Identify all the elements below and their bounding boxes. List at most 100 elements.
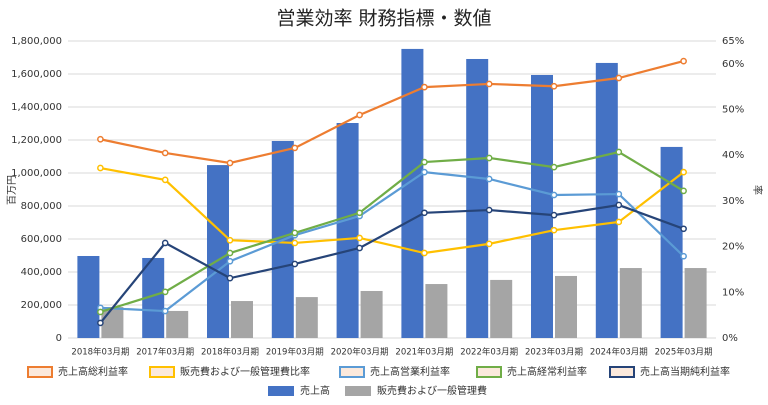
line-point (421, 168, 428, 176)
bar (619, 268, 642, 338)
line-point (550, 211, 558, 219)
y2-tick-label: 60% (722, 59, 744, 70)
line-point (226, 236, 234, 244)
y-tick-label: 0 (56, 333, 62, 344)
y-tick-label: 1,000,000 (11, 168, 62, 179)
bar (531, 74, 553, 339)
legend-swatch (609, 366, 635, 378)
line-point (226, 249, 234, 257)
line-point (615, 218, 623, 226)
bar (595, 62, 618, 338)
line-point (485, 80, 493, 88)
bar (77, 255, 100, 338)
legend-label: 売上高総利益率 (58, 365, 128, 378)
line-point (615, 201, 623, 209)
line-point (485, 206, 493, 214)
line-point (97, 308, 104, 316)
line-point (161, 288, 169, 296)
legend-swatch (27, 366, 53, 378)
y-tick-label: 400,000 (21, 267, 62, 278)
line-point (291, 144, 299, 152)
bar (336, 123, 359, 338)
line-point (485, 240, 493, 248)
line (100, 171, 685, 313)
line (100, 166, 685, 255)
y-tick-label: 200,000 (21, 300, 62, 311)
chart-title: 営業効率 財務指標・数値 (276, 8, 491, 30)
line-point (550, 226, 558, 234)
legend-label: 販売費および一般管理費 (377, 384, 487, 397)
bar (166, 310, 189, 338)
line-point (680, 225, 687, 233)
legend-swatch (268, 386, 294, 396)
x-tick-label: 2023年03月期 (525, 347, 583, 358)
x-tick-label: 2022年03月期 (460, 347, 518, 358)
line (99, 203, 684, 324)
line-point (161, 149, 169, 157)
bar (207, 165, 229, 338)
legend-label: 販売費および一般管理費比率 (180, 365, 310, 378)
line-point (291, 260, 299, 268)
line (100, 60, 684, 165)
y-tick-label: 1,400,000 (11, 102, 62, 113)
line-point (161, 176, 169, 184)
line-point (421, 249, 428, 257)
line-point (97, 164, 104, 172)
legend-label: 売上高 (300, 384, 330, 397)
x-tick-label: 2025年03月期 (655, 347, 713, 358)
line-point (161, 307, 169, 315)
x-tick-label: 2018年03月期 (201, 347, 259, 358)
bar (684, 268, 707, 338)
y2-tick-label: 30% (722, 196, 744, 207)
y-axis-title: 百万円 (6, 175, 18, 205)
x-tick-label: 2024年03月期 (590, 347, 648, 358)
bar (360, 290, 383, 338)
bar (425, 284, 448, 338)
y-tick-label: 1,600,000 (11, 69, 62, 80)
line-point (97, 319, 104, 327)
line-point (421, 83, 428, 91)
y2-axis-title: 率 (751, 185, 764, 195)
legend-label: 売上高経常利益率 (507, 365, 587, 378)
line-point (161, 239, 169, 247)
line-point (356, 209, 363, 217)
bar (466, 58, 489, 339)
bar (660, 146, 683, 338)
line-point (356, 234, 363, 242)
legend-label: 売上高当期純利益率 (640, 365, 730, 378)
line-point (485, 175, 493, 183)
y-tick-label: 1,800,000 (11, 36, 62, 47)
bar (231, 301, 253, 338)
line-point (680, 168, 687, 176)
x-tick-label: 2021年03月期 (395, 347, 453, 358)
legend-swatch (149, 366, 175, 378)
y2-tick-label: 10% (722, 287, 744, 298)
line-point (550, 163, 558, 171)
bar (401, 48, 424, 339)
bar (295, 297, 318, 338)
line-point (615, 190, 623, 198)
y-tick-label: 600,000 (21, 234, 62, 245)
line (100, 150, 685, 314)
y2-tick-label: 50% (722, 105, 744, 116)
line-point (550, 191, 558, 199)
line-point (226, 257, 234, 265)
line-point (291, 229, 299, 237)
line-point (421, 209, 428, 217)
y-tick-label: 1,200,000 (11, 135, 62, 146)
legend-label: 売上高営業利益率 (370, 365, 450, 378)
y2-tick-label: 0% (722, 333, 738, 344)
line-point (680, 187, 687, 195)
line-point (356, 244, 363, 252)
line-point (615, 74, 623, 82)
y2-tick-label: 65% (722, 36, 744, 47)
line-point (550, 82, 558, 90)
legend-swatch (345, 386, 371, 396)
x-tick-label: 2020年03月期 (331, 347, 389, 358)
y2-tick-label: 20% (722, 242, 744, 253)
y-tick-label: 800,000 (21, 201, 62, 212)
line-point (356, 111, 363, 119)
line-point (485, 154, 493, 162)
bar (490, 279, 513, 338)
